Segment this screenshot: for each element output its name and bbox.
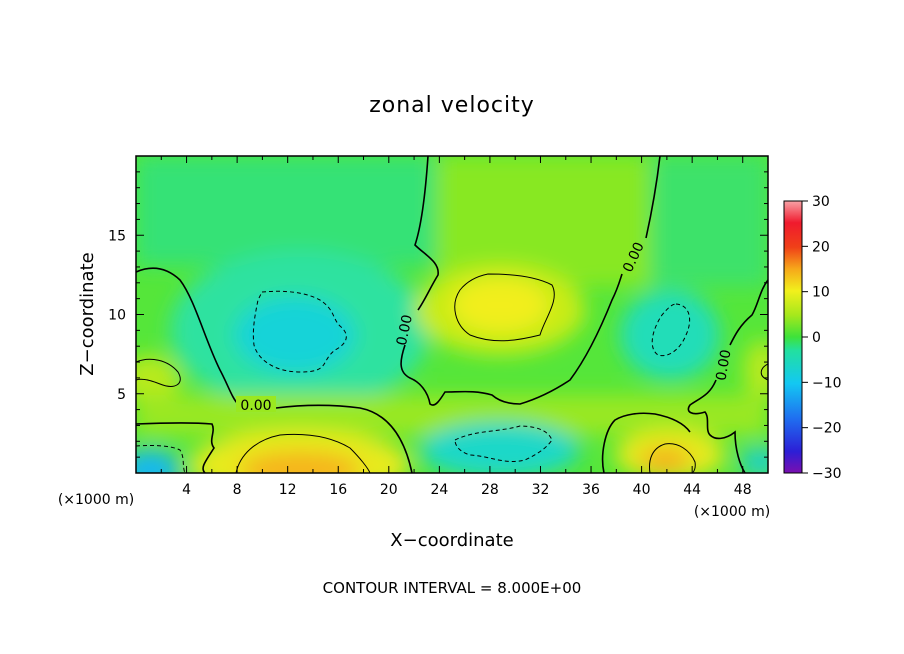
contour-label: 0.00	[240, 398, 271, 414]
colorbar-tick-label: 20	[812, 239, 830, 255]
x-tick-label: 20	[380, 482, 398, 498]
x-tick-label: 12	[279, 482, 297, 498]
colorbar-ticks: 30 20 10 0 −10 −20 −30	[802, 194, 842, 482]
contour-lines	[136, 156, 768, 473]
x-axis-ticks: 4 8 12 16 20 24 28 32 36 40 44 48	[160, 156, 752, 498]
x-tick-label: 36	[582, 482, 600, 498]
x-tick-label: 48	[734, 482, 752, 498]
x-tick-label: 4	[182, 482, 191, 498]
field-blobs	[136, 156, 768, 473]
x-tick-label: 16	[329, 482, 347, 498]
zero-contour-center-left	[400, 156, 623, 406]
colorbar-tick-label: −30	[812, 466, 842, 482]
colorbar-tick-label: 30	[812, 194, 830, 210]
contour-warm-center	[454, 273, 555, 342]
colorbar-tick-label: −10	[812, 375, 842, 391]
x-tick-label: 40	[633, 482, 651, 498]
colorbar-tick-label: 10	[812, 285, 830, 301]
x-tick-label: 44	[683, 482, 701, 498]
y-tick-label: 15	[108, 228, 126, 244]
x-unit-label-right: (×1000 m)	[694, 504, 770, 520]
contour-left-edge	[136, 358, 181, 387]
contour-neg-bottom	[136, 445, 186, 473]
colorbar-tick-label: −20	[812, 421, 842, 437]
contour-interval-note: CONTOUR INTERVAL = 8.000E+00	[323, 579, 582, 597]
chart-title: zonal velocity	[369, 93, 535, 118]
plot-area: 0.00 0.00 0.00 0.00	[136, 156, 768, 473]
contour-neg-right	[651, 303, 691, 357]
y-tick-label: 10	[108, 308, 126, 324]
zero-contour-center-right	[645, 156, 661, 239]
x-tick-label: 28	[481, 482, 499, 498]
x-axis-label: X−coordinate	[390, 530, 513, 551]
contour-label: 0.00	[713, 348, 734, 381]
zero-contour-lower-left	[136, 422, 215, 473]
y-axis-label: Z−coordinate	[77, 252, 98, 375]
contour-neg-left	[252, 290, 347, 373]
zero-contour-lower-right	[601, 412, 691, 473]
y-axis-ticks: 5 10 15	[108, 171, 768, 458]
zero-contour-left	[136, 267, 413, 473]
x-tick-label: 24	[430, 482, 448, 498]
contour-label: 0.00	[394, 313, 416, 347]
x-unit-label-left: (×1000 m)	[58, 492, 134, 508]
contour-bottom-warm	[235, 433, 371, 473]
zero-contour-right	[687, 279, 768, 473]
y-tick-label: 5	[117, 387, 126, 403]
contour-right-edge	[760, 363, 768, 381]
x-tick-label: 32	[532, 482, 550, 498]
x-tick-label: 8	[233, 482, 242, 498]
contour-bottom-warm-right	[649, 443, 696, 473]
colorbar	[783, 200, 803, 474]
colorbar-tick-label: 0	[812, 330, 821, 346]
